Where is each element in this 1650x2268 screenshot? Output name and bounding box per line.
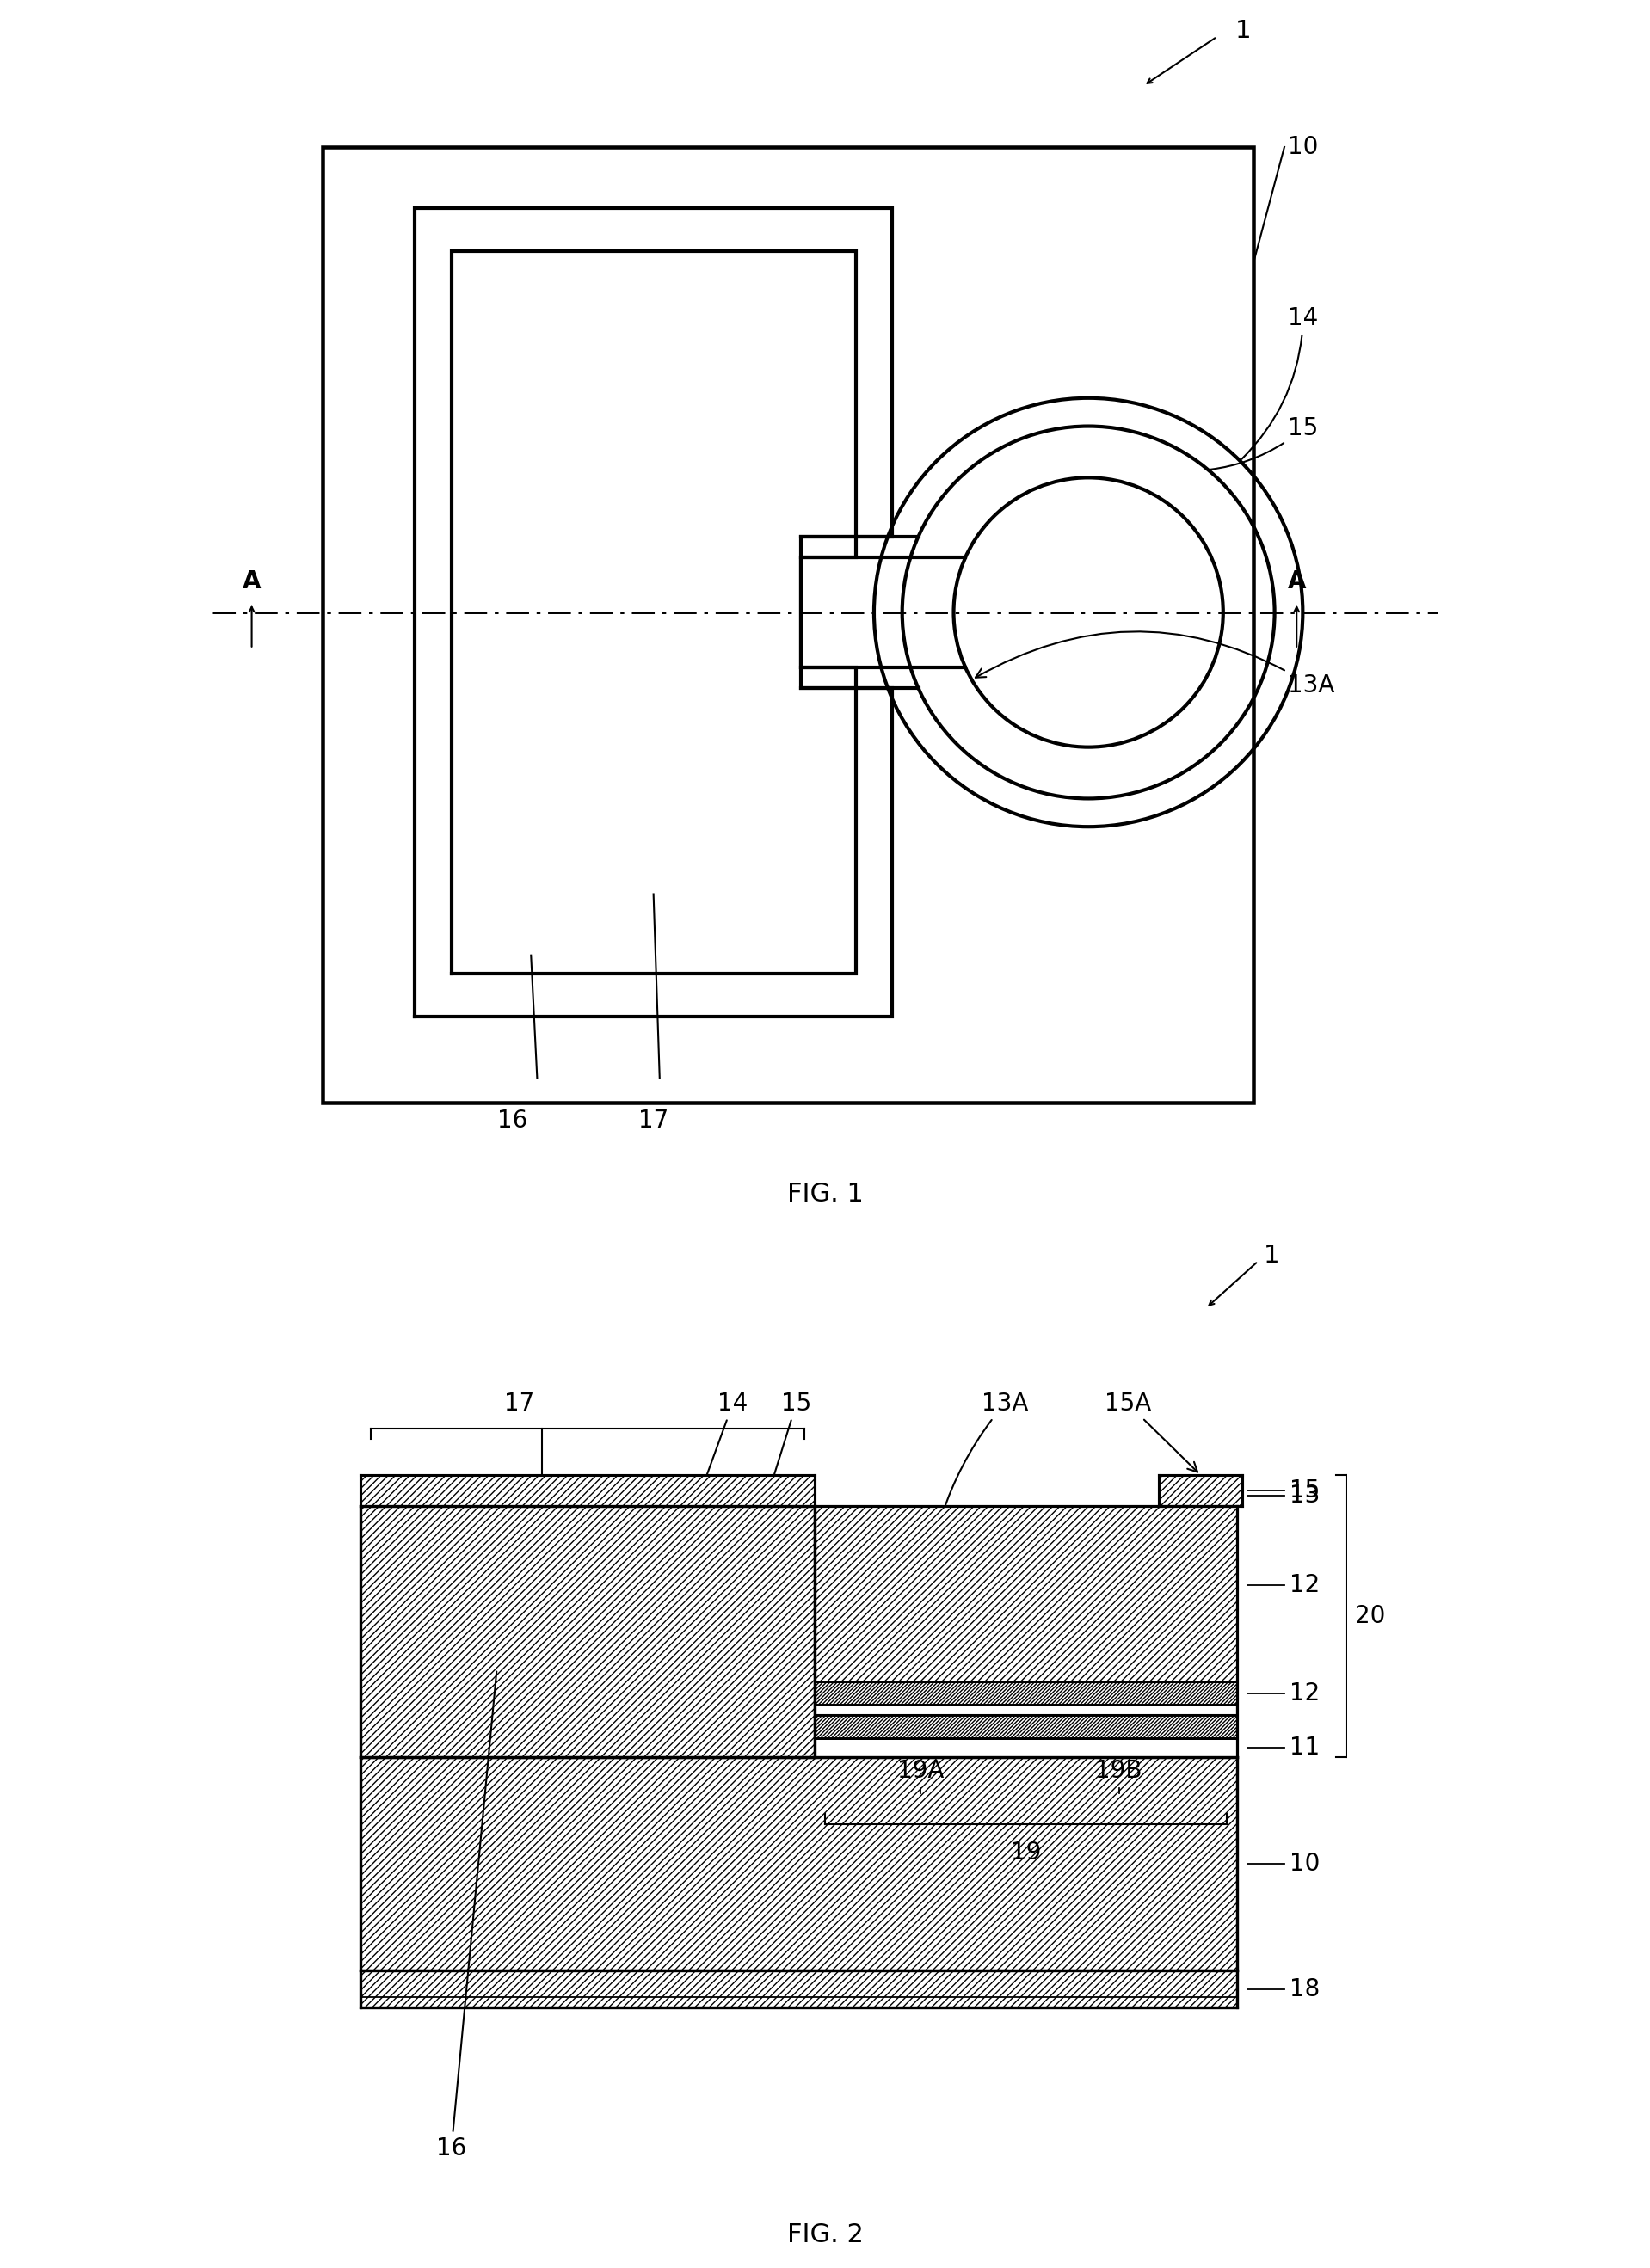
Text: 13: 13 xyxy=(1289,1483,1320,1508)
Text: 19A: 19A xyxy=(898,1758,944,1783)
Text: FIG. 2: FIG. 2 xyxy=(787,2223,863,2248)
Bar xyxy=(361,1506,815,1758)
Bar xyxy=(815,1715,1238,1737)
Bar xyxy=(361,1474,815,1506)
Text: 12: 12 xyxy=(1289,1574,1320,1597)
Text: 1: 1 xyxy=(1236,18,1251,43)
Text: 10: 10 xyxy=(1289,134,1318,159)
Text: FIG. 1: FIG. 1 xyxy=(787,1182,863,1207)
Text: A: A xyxy=(1287,569,1305,594)
Text: A: A xyxy=(243,569,261,594)
Bar xyxy=(361,1758,1238,1971)
Text: 13A: 13A xyxy=(942,1393,1028,1515)
Text: 19B: 19B xyxy=(1096,1758,1142,1783)
Text: 15: 15 xyxy=(1289,1479,1320,1504)
Text: 19: 19 xyxy=(1011,1839,1041,1864)
Bar xyxy=(815,1737,1238,1758)
Text: 12: 12 xyxy=(1289,1681,1320,1706)
Bar xyxy=(815,1706,1238,1715)
Text: 17: 17 xyxy=(505,1393,535,1415)
Text: 14: 14 xyxy=(701,1393,747,1488)
Text: 13A: 13A xyxy=(975,631,1335,699)
Text: 15A: 15A xyxy=(1104,1393,1198,1472)
Text: 16: 16 xyxy=(436,1672,497,2159)
Text: 15: 15 xyxy=(1211,417,1318,469)
Bar xyxy=(361,1971,1238,2007)
Text: 11: 11 xyxy=(1289,1735,1320,1760)
Bar xyxy=(815,1681,1238,1706)
Text: 1: 1 xyxy=(1264,1243,1279,1268)
Text: 18: 18 xyxy=(1289,1978,1320,2000)
Bar xyxy=(323,147,1254,1102)
Text: 15: 15 xyxy=(771,1393,812,1488)
Text: 20: 20 xyxy=(1355,1603,1386,1628)
Text: 16: 16 xyxy=(497,1109,528,1132)
Text: 17: 17 xyxy=(639,1109,668,1132)
Text: 10: 10 xyxy=(1289,1851,1320,1876)
Text: 14: 14 xyxy=(1242,306,1318,458)
Bar xyxy=(815,1506,1238,1681)
Bar xyxy=(1158,1474,1242,1506)
